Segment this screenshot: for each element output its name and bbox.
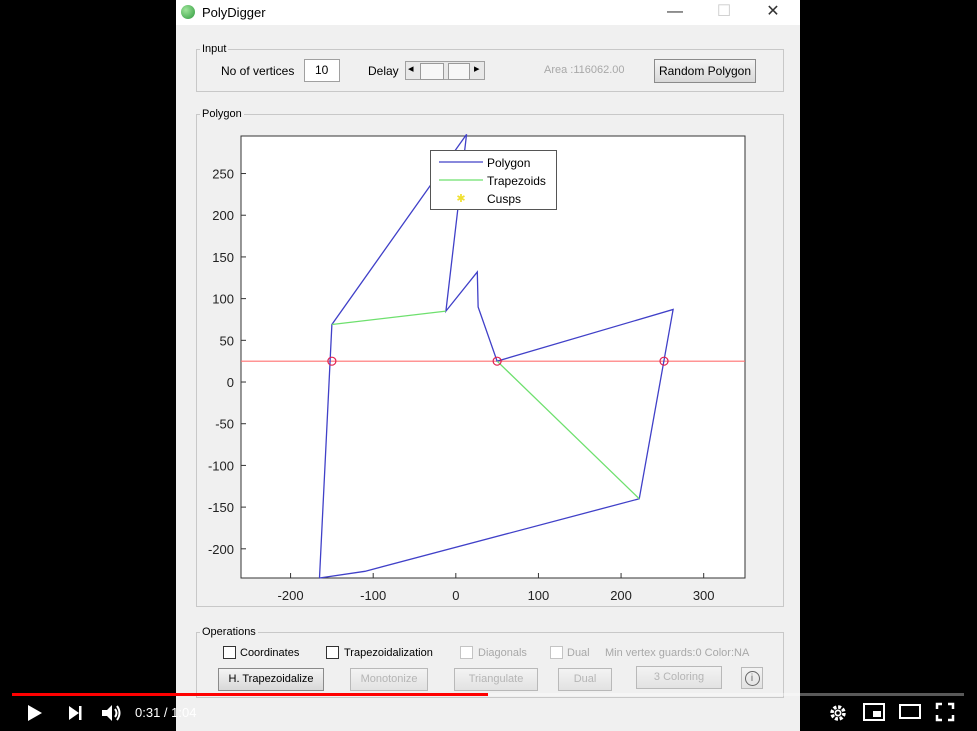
coordinates-label: Coordinates [240, 647, 300, 659]
y-tick-label: 250 [212, 167, 234, 182]
x-axis-ticks: -200 -100 0 100 200 300 [278, 573, 715, 603]
x-tick-label: 0 [452, 588, 459, 603]
x-tick-label: 300 [693, 588, 715, 603]
legend-cusps-label: Cusps [487, 192, 522, 206]
maximize-button[interactable]: ☐ [716, 3, 732, 20]
delay-slider[interactable]: ◂ ▸ [405, 61, 485, 80]
three-coloring-button[interactable]: 3 Coloring [636, 666, 722, 689]
fullscreen-icon[interactable] [935, 702, 955, 722]
window-title: PolyDigger [202, 5, 266, 20]
video-player-controls: 0:31 / 1:04 [0, 693, 977, 731]
y-tick-label: 50 [220, 333, 234, 348]
dual-label: Dual [567, 647, 590, 659]
trapezoidalization-label: Trapezoidalization [344, 647, 433, 659]
operations-panel-legend: Operations [202, 626, 256, 638]
info-button[interactable]: i [741, 667, 763, 689]
polygon-panel-legend: Polygon [202, 108, 242, 120]
legend-swatches: ✱ [439, 161, 483, 205]
sweep-event-marker [659, 356, 669, 366]
close-button[interactable]: ✕ [766, 3, 780, 20]
input-panel-legend: Input [202, 43, 227, 55]
delay-label: Delay [368, 64, 399, 78]
y-tick-label: 100 [212, 292, 234, 307]
play-icon[interactable] [24, 703, 44, 723]
dual-button[interactable]: Dual [558, 668, 612, 691]
plot-series [241, 133, 745, 579]
volume-icon[interactable] [100, 702, 124, 724]
plot-legend: ✱ Polygon Trapezoids Cusps [430, 150, 557, 210]
polygon-outline [318, 133, 674, 579]
slider-right-arrow-icon[interactable]: ▸ [474, 63, 480, 75]
dual-checkbox[interactable] [550, 646, 563, 659]
y-axis-ticks: 250 200 150 100 50 0 -50 -100 -150 -200 [208, 167, 246, 557]
random-polygon-button[interactable]: Random Polygon [654, 59, 756, 83]
matlab-app-icon [181, 5, 195, 19]
x-tick-label: -100 [360, 588, 386, 603]
slider-thumb[interactable] [420, 63, 444, 80]
video-time: 0:31 / 1:04 [135, 705, 197, 720]
monotonize-button[interactable]: Monotonize [350, 668, 428, 691]
minimize-button[interactable]: — [667, 3, 683, 20]
x-tick-label: -200 [278, 588, 304, 603]
y-tick-label: -200 [208, 542, 234, 557]
input-panel: Input [196, 43, 784, 92]
slider-left-arrow-icon[interactable]: ◂ [408, 63, 414, 75]
x-tick-label: 200 [610, 588, 632, 603]
y-tick-label: 0 [227, 375, 234, 390]
video-progress-bar[interactable] [12, 693, 964, 696]
info-icon: i [744, 671, 760, 686]
title-bar: PolyDigger — ☐ ✕ [176, 0, 800, 25]
y-tick-label: 150 [212, 250, 234, 265]
triangulate-button[interactable]: Triangulate [454, 668, 538, 691]
x-tick-label: 100 [528, 588, 550, 603]
y-tick-label: -50 [215, 417, 234, 432]
area-readout: Area :116062.00 [544, 64, 625, 76]
next-icon[interactable] [66, 704, 84, 722]
theater-mode-icon[interactable] [899, 704, 921, 720]
polygon-panel: Polygon [196, 108, 784, 607]
trapezoid-segment [331, 310, 446, 326]
vertices-input[interactable]: 10 [304, 59, 340, 82]
y-tick-label: -100 [208, 458, 234, 473]
diagonals-label: Diagonals [478, 647, 527, 659]
coordinates-checkbox[interactable] [223, 646, 236, 659]
operations-panel: Operations [196, 626, 784, 698]
slider-thumb-right[interactable] [448, 63, 470, 80]
h-trapezoidalize-button[interactable]: H. Trapezoidalize [218, 668, 324, 691]
settings-gear-icon[interactable] [828, 703, 848, 723]
y-tick-label: -150 [208, 500, 234, 515]
legend-cusps-swatch: ✱ [456, 193, 465, 205]
y-tick-label: 200 [212, 208, 234, 223]
guards-status: Min vertex guards:0 Color:NA [605, 647, 750, 659]
video-progress-fill [12, 693, 488, 696]
sweep-event-marker [327, 356, 337, 366]
miniplayer-icon[interactable] [863, 703, 885, 721]
diagonals-checkbox[interactable] [460, 646, 473, 659]
legend-trapezoids-label: Trapezoids [487, 174, 546, 188]
trapezoidalization-checkbox[interactable] [326, 646, 339, 659]
legend-polygon-label: Polygon [487, 156, 531, 170]
vertices-label: No of vertices [221, 64, 295, 78]
sweep-event-marker [492, 356, 502, 366]
trapezoid-segment [496, 360, 640, 500]
